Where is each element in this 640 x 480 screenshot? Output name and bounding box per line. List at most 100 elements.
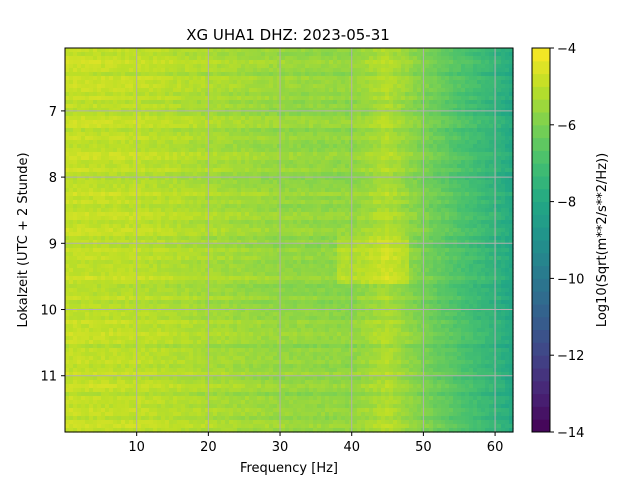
heatmap-cell: [149, 52, 154, 57]
heatmap-cell: [233, 72, 238, 77]
heatmap-cell: [209, 72, 214, 77]
heatmap-cell: [173, 120, 178, 125]
heatmap-cell: [229, 108, 234, 113]
heatmap-cell: [361, 128, 366, 133]
heatmap-cell: [501, 192, 506, 197]
heatmap-cell: [185, 224, 190, 229]
heatmap-cell: [509, 68, 514, 73]
heatmap-cell: [85, 184, 90, 189]
heatmap-cell: [469, 136, 474, 141]
heatmap-cell: [261, 60, 266, 65]
heatmap-cell: [73, 192, 78, 197]
heatmap-cell: [193, 216, 198, 221]
heatmap-cell: [365, 72, 370, 77]
heatmap-cell: [369, 96, 374, 101]
heatmap-cell: [385, 188, 390, 193]
heatmap-cell: [377, 160, 382, 165]
heatmap-cell: [457, 64, 462, 69]
heatmap-cell: [289, 148, 294, 153]
heatmap-cell: [333, 136, 338, 141]
heatmap-cell: [173, 96, 178, 101]
heatmap-cell: [381, 204, 386, 209]
heatmap-cell: [77, 48, 82, 53]
heatmap-cell: [501, 212, 506, 217]
heatmap-cell: [321, 68, 326, 73]
heatmap-cell: [417, 140, 422, 145]
heatmap-cell: [217, 76, 222, 81]
heatmap-cell: [333, 88, 338, 93]
heatmap-cell: [189, 68, 194, 73]
heatmap-cell: [473, 152, 478, 157]
heatmap-cell: [113, 144, 118, 149]
heatmap-cell: [89, 200, 94, 205]
heatmap-cell: [261, 224, 266, 229]
heatmap-cell: [101, 164, 106, 169]
heatmap-cell: [289, 56, 294, 61]
heatmap-cell: [89, 204, 94, 209]
heatmap-cell: [317, 136, 322, 141]
heatmap-cell: [453, 100, 458, 105]
heatmap-cell: [329, 140, 334, 145]
heatmap-cell: [197, 168, 202, 173]
heatmap-cell: [321, 64, 326, 69]
heatmap-cell: [457, 104, 462, 109]
heatmap-cell: [133, 212, 138, 217]
heatmap-cell: [169, 100, 174, 105]
heatmap-cell: [253, 208, 258, 213]
heatmap-cell: [85, 132, 90, 137]
heatmap-cell: [81, 104, 86, 109]
heatmap-cell: [425, 152, 430, 157]
heatmap-cell: [397, 188, 402, 193]
heatmap-cell: [481, 52, 486, 57]
heatmap-cell: [209, 192, 214, 197]
heatmap-cell: [101, 128, 106, 133]
heatmap-cell: [477, 220, 482, 225]
heatmap-cell: [173, 168, 178, 173]
heatmap-cell: [141, 180, 146, 185]
heatmap-cell: [473, 112, 478, 117]
heatmap-cell: [389, 216, 394, 221]
heatmap-cell: [209, 220, 214, 225]
heatmap-cell: [321, 220, 326, 225]
heatmap-cell: [381, 84, 386, 89]
heatmap-cell: [321, 48, 326, 53]
heatmap-cell: [125, 176, 130, 181]
heatmap-cell: [133, 200, 138, 205]
heatmap-cell: [81, 64, 86, 69]
heatmap-cell: [313, 56, 318, 61]
heatmap-cell: [429, 176, 434, 181]
heatmap-cell: [121, 84, 126, 89]
heatmap-cell: [337, 168, 342, 173]
heatmap-cell: [105, 100, 110, 105]
heatmap-cell: [425, 132, 430, 137]
heatmap-cell: [497, 160, 502, 165]
heatmap-cell: [465, 152, 470, 157]
heatmap-cell: [141, 172, 146, 177]
heatmap-cell: [453, 204, 458, 209]
heatmap-cell: [237, 52, 242, 57]
heatmap-cell: [77, 144, 82, 149]
heatmap-cell: [489, 216, 494, 221]
heatmap-cell: [209, 140, 214, 145]
heatmap-cell: [437, 176, 442, 181]
heatmap-cell: [345, 96, 350, 101]
heatmap-cell: [173, 172, 178, 177]
heatmap-cell: [289, 124, 294, 129]
heatmap-cell: [409, 92, 414, 97]
heatmap-cell: [389, 156, 394, 161]
heatmap-cell: [485, 48, 490, 53]
heatmap-cell: [125, 52, 130, 57]
heatmap-cell: [249, 200, 254, 205]
heatmap-cell: [93, 160, 98, 165]
heatmap-cell: [337, 208, 342, 213]
heatmap-cell: [153, 200, 158, 205]
heatmap-cell: [69, 204, 74, 209]
heatmap-cell: [165, 52, 170, 57]
heatmap-cell: [321, 176, 326, 181]
heatmap-cell: [169, 124, 174, 129]
heatmap-cell: [209, 164, 214, 169]
heatmap-cell: [265, 120, 270, 125]
heatmap-cell: [381, 64, 386, 69]
heatmap-cell: [121, 124, 126, 129]
